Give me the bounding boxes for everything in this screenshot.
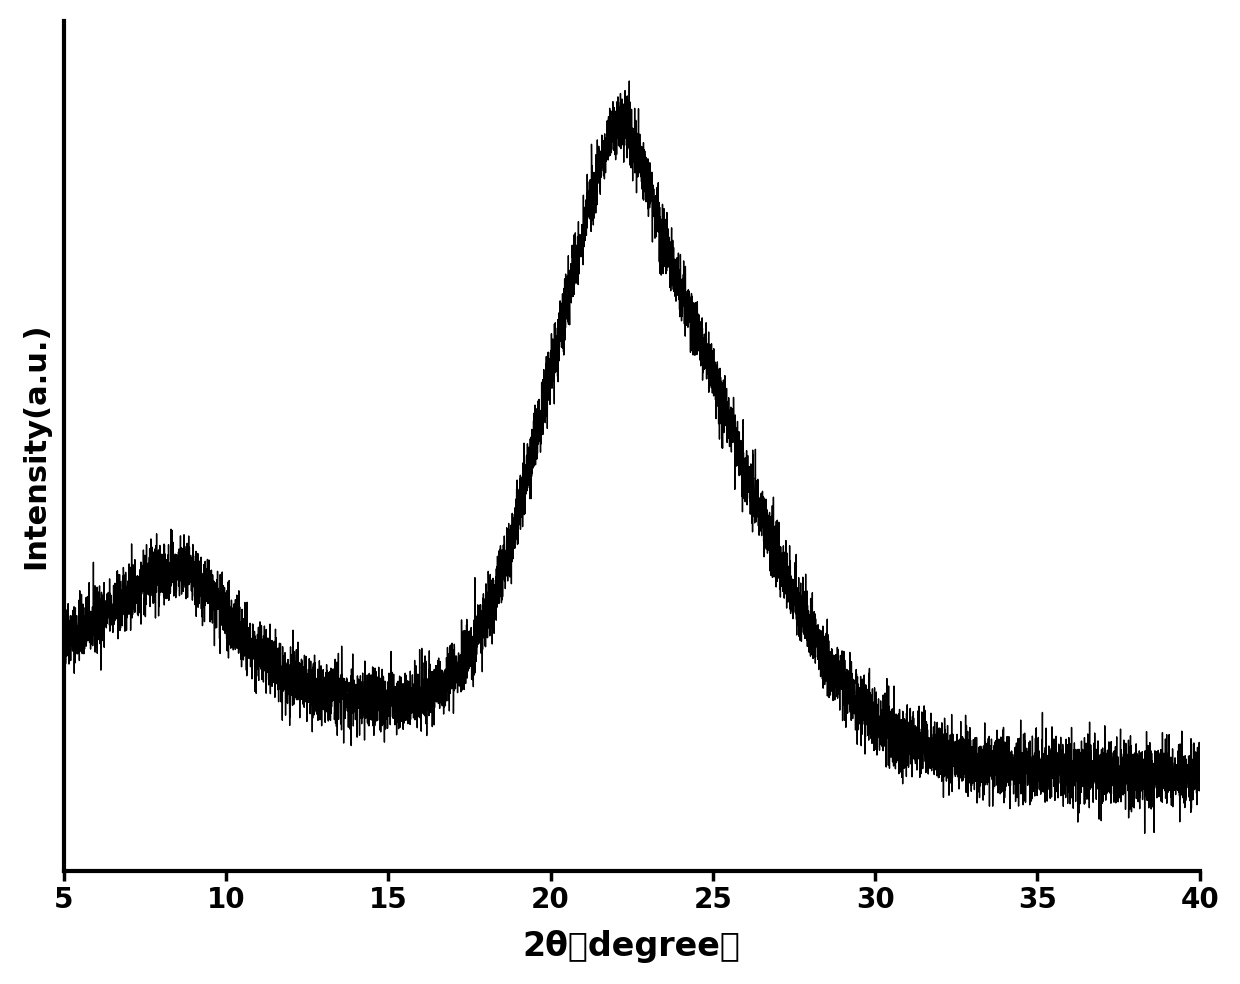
X-axis label: 2θ（degree）: 2θ（degree） xyxy=(523,930,740,963)
Y-axis label: Intensity(a.u.): Intensity(a.u.) xyxy=(21,323,50,569)
